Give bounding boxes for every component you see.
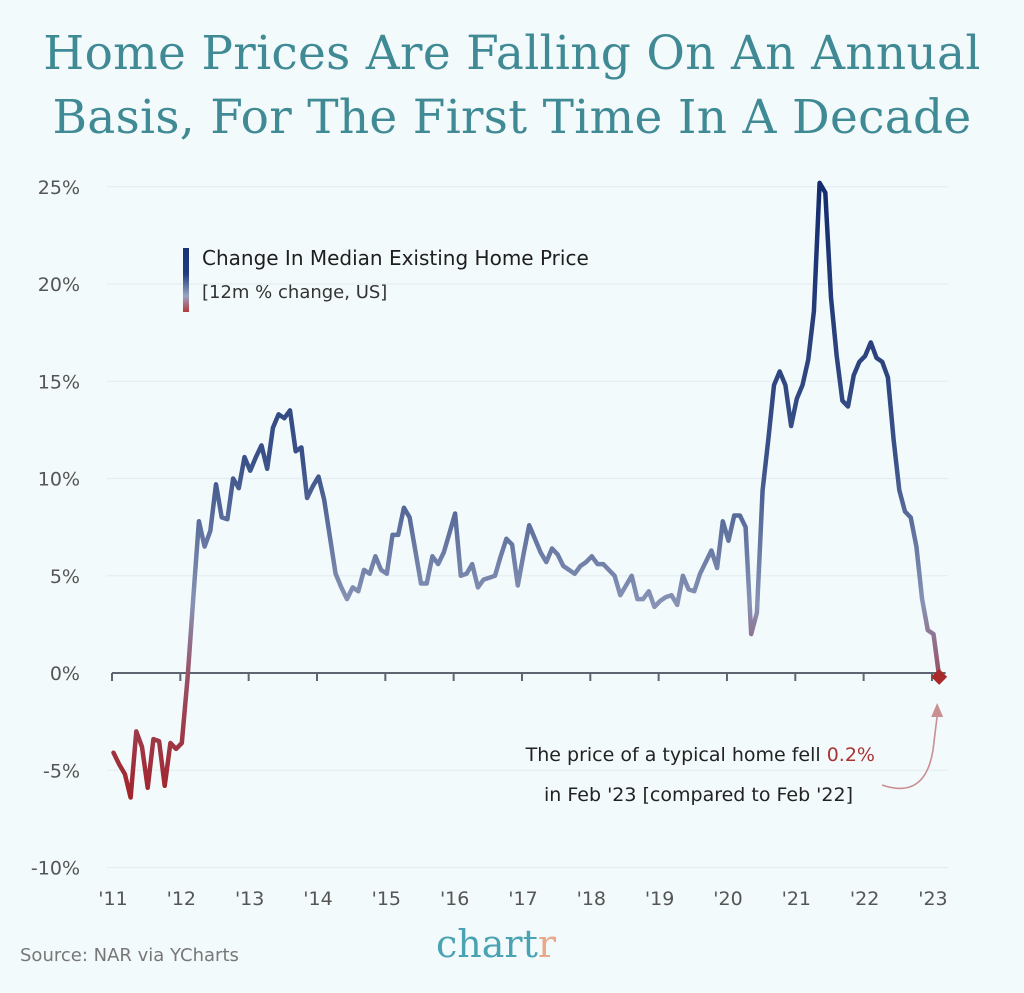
x-tick-label: '13: [235, 888, 264, 910]
latest-value-marker: [931, 668, 948, 685]
annotation-prefix: The price of a typical home fell: [525, 744, 827, 766]
legend-color-bar: [183, 248, 189, 312]
x-tick-label: '19: [645, 888, 674, 910]
x-axis: [111, 672, 946, 681]
logo-accent-text: r: [537, 922, 557, 966]
x-tick-label: '11: [98, 888, 127, 910]
y-tick-label: 25%: [38, 177, 80, 199]
y-axis-labels: 25% 20% 15% 10% 5% 0% -5% -10%: [31, 177, 80, 880]
chartr-logo: chartr: [436, 922, 556, 966]
x-tick-label: '15: [372, 888, 401, 910]
annotation-text: The price of a typical home fell 0.2% in…: [480, 735, 875, 815]
x-tick-label: '22: [850, 888, 879, 910]
source-note: Source: NAR via YCharts: [20, 945, 239, 966]
logo-main-text: chart: [436, 922, 538, 966]
x-tick-label: '21: [782, 888, 811, 910]
series-layer: [111, 180, 948, 800]
legend-title: Change In Median Existing Home Price: [202, 246, 589, 270]
x-tick-label: '17: [508, 888, 537, 910]
y-tick-label: 5%: [50, 566, 80, 588]
annotation-arrow-line: [881, 715, 938, 790]
y-tick-label: -10%: [31, 858, 80, 880]
x-tick-label: '18: [577, 888, 606, 910]
series-line: [111, 180, 942, 800]
y-tick-label: 0%: [50, 663, 80, 685]
y-tick-label: 20%: [38, 274, 80, 296]
x-tick-label: '23: [918, 888, 947, 910]
chart-title-line-1: Home Prices Are Falling On An Annual: [43, 26, 981, 81]
x-tick-label: '14: [303, 888, 332, 910]
x-tick-label: '20: [713, 888, 742, 910]
x-axis-labels: '11 '12 '13 '14 '15 '16 '17 '18 '19 '20 '21 '22 '23: [98, 888, 947, 910]
x-tick-label: '12: [167, 888, 196, 910]
annotation-line-2: in Feb '23 [compared to Feb '22]: [544, 784, 853, 806]
x-tick-label: '16: [440, 888, 469, 910]
y-tick-label: -5%: [43, 760, 80, 782]
chart-title-line-2: Basis, For The First Time In A Decade: [52, 90, 972, 145]
y-tick-label: 10%: [38, 469, 80, 491]
y-tick-label: 15%: [38, 371, 80, 393]
gridlines: [107, 186, 948, 869]
chart-title: Home Prices Are Falling On An Annual Bas…: [0, 22, 1024, 150]
annotation-highlight-value: 0.2%: [826, 744, 875, 766]
annotation-arrow-layer: [881, 703, 944, 790]
annotation-arrowhead: [931, 703, 944, 717]
legend-subtitle: [12m % change, US]: [202, 282, 388, 303]
